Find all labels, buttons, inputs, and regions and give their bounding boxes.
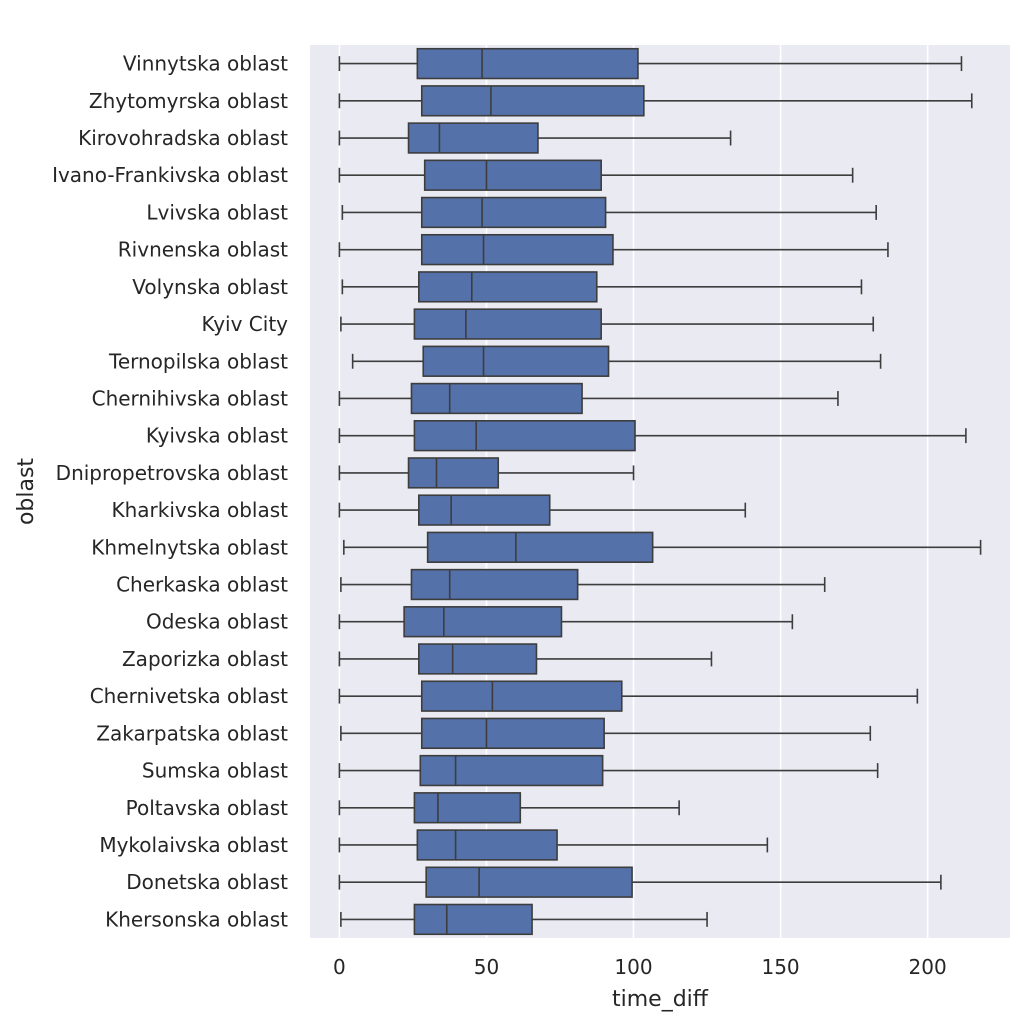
- iqr-box: [407, 122, 539, 154]
- iqr-box: [420, 196, 607, 229]
- iqr-box: [420, 717, 605, 750]
- y-tick-label: Ivano-Frankivska oblast: [52, 163, 288, 187]
- x-tick-labels: 0 50 100 150 200: [333, 955, 947, 979]
- box-group: [340, 903, 708, 936]
- y-tick-label: Kyivska oblast: [146, 424, 288, 448]
- box-group: [341, 271, 863, 303]
- y-tick-label: Rivnenska oblast: [118, 238, 288, 262]
- iqr-box: [410, 568, 579, 601]
- y-tick-label: Khersonska oblast: [105, 907, 288, 931]
- y-tick-label: Donetska oblast: [126, 870, 288, 894]
- y-tick-label: Sumska oblast: [142, 759, 288, 783]
- iqr-box: [422, 345, 610, 377]
- box-group: [338, 122, 732, 154]
- box-group: [338, 829, 769, 861]
- y-tick-label: Mykolaivska oblast: [99, 833, 288, 857]
- plot-background: [310, 45, 1010, 938]
- y-tick-label: Dnipropetrovska oblast: [56, 461, 288, 485]
- box-group: [338, 85, 973, 117]
- iqr-box: [418, 494, 551, 526]
- box-group: [340, 568, 826, 601]
- iqr-box: [403, 606, 563, 638]
- y-axis-title: oblast: [14, 458, 39, 525]
- box-group: [338, 233, 889, 266]
- y-tick-label: Kharkivska oblast: [111, 498, 288, 522]
- iqr-box: [410, 382, 583, 415]
- x-axis-title: time_diff: [612, 987, 709, 1012]
- iqr-box: [413, 420, 636, 452]
- y-tick-label: Chernivetska oblast: [90, 684, 288, 708]
- iqr-box: [418, 271, 598, 303]
- grid-lines: [338, 45, 929, 938]
- x-tick-label: 150: [761, 955, 799, 979]
- box-group: [341, 196, 877, 229]
- box-group: [343, 531, 982, 563]
- box-group: [338, 792, 680, 824]
- box-group: [338, 680, 919, 712]
- y-tick-label: Kirovohradska oblast: [78, 126, 288, 150]
- y-tick-label: Lvivska oblast: [146, 200, 288, 224]
- iqr-box: [420, 680, 623, 712]
- box-series: [338, 47, 982, 936]
- iqr-box: [426, 531, 654, 563]
- x-tick-label: 100: [614, 955, 652, 979]
- box-group: [340, 717, 872, 750]
- box-group: [338, 420, 967, 452]
- box-group: [338, 606, 794, 638]
- iqr-box: [413, 792, 522, 824]
- iqr-box: [419, 754, 604, 787]
- box-group: [351, 345, 882, 377]
- y-tick-label: Zaporizka oblast: [122, 647, 288, 671]
- iqr-box: [423, 159, 602, 191]
- iqr-box: [425, 866, 633, 898]
- y-tick-label: Chernihivska oblast: [92, 386, 289, 410]
- y-tick-label: Odeska oblast: [146, 610, 288, 634]
- box-group: [338, 643, 713, 675]
- box-group: [338, 754, 879, 787]
- box-group: [338, 494, 747, 526]
- y-tick-label: Vinnytska oblast: [123, 52, 288, 76]
- y-tick-labels: Vinnytska oblast Zhytomyrska oblast Kirovo…: [52, 52, 288, 932]
- y-tick-label: Volynska oblast: [132, 275, 288, 299]
- y-tick-label: Khmelnytska oblast: [91, 535, 288, 559]
- x-tick-label: 50: [474, 955, 499, 979]
- iqr-box: [413, 308, 602, 340]
- iqr-box: [420, 233, 614, 266]
- box-group: [338, 866, 942, 898]
- box-group: [338, 457, 635, 489]
- iqr-box: [416, 47, 639, 80]
- box-group: [338, 159, 854, 191]
- box-group: [338, 47, 963, 80]
- box-group: [338, 382, 839, 415]
- y-tick-label: Poltavska oblast: [126, 796, 289, 820]
- x-tick-label: 200: [909, 955, 947, 979]
- y-tick-label: Cherkaska oblast: [116, 573, 288, 597]
- box-group: [340, 308, 875, 340]
- y-tick-label: Kyiv City: [202, 312, 289, 336]
- iqr-box: [413, 903, 533, 936]
- y-tick-label: Zakarpatska oblast: [96, 721, 288, 745]
- iqr-box: [407, 457, 500, 489]
- iqr-box: [418, 643, 538, 675]
- iqr-box: [420, 85, 645, 117]
- iqr-box: [416, 829, 558, 861]
- y-tick-label: Zhytomyrska oblast: [89, 89, 288, 113]
- y-tick-label: Ternopilska oblast: [108, 349, 288, 373]
- x-tick-label: 0: [333, 955, 346, 979]
